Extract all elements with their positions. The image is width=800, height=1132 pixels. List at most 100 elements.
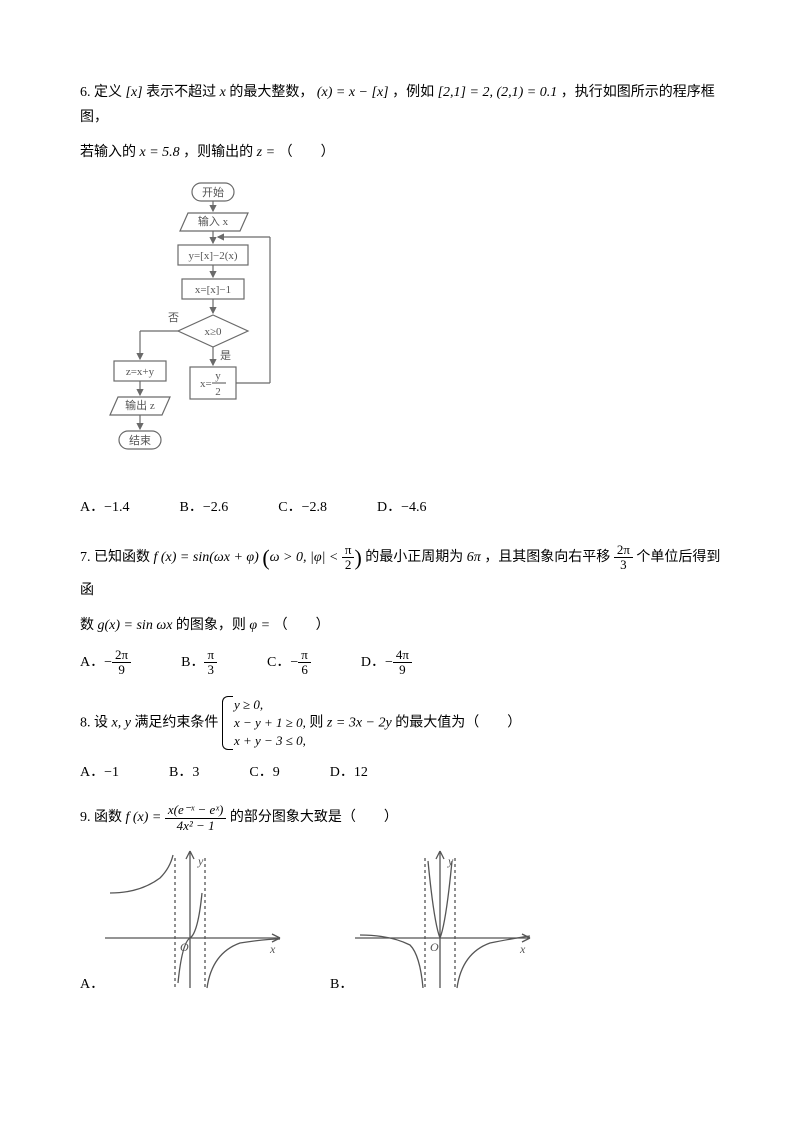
q7-pihalf: π2: [342, 543, 355, 573]
q7-line2: 数 g(x) = sin ωx 的图象，则 φ = （ ）: [80, 613, 725, 638]
flow-s4-top: y: [215, 370, 221, 382]
q6-in: x = 5.8: [140, 145, 180, 160]
q7-bn: π: [204, 648, 217, 663]
question-9: 9. 函数 f (x) = x(e⁻ˣ − eˣ) 4x² − 1 的部分图象大…: [80, 803, 725, 1002]
q6-l2a: 若输入的: [80, 145, 136, 160]
q8-td: 的最大值为（ ）: [395, 715, 521, 730]
q6-x: x: [220, 85, 226, 100]
q7-tb: 的最小正周期为: [365, 550, 463, 565]
q7-opt-c: C．−π6: [267, 648, 311, 678]
question-6: 6. 定义 [x] 表示不超过 x 的最大整数， (x) = x − [x] ，…: [80, 80, 725, 520]
q8-ta: 设: [94, 715, 108, 730]
q8-c1: y ≥ 0,: [234, 696, 306, 714]
flow-end: 结束: [129, 434, 151, 447]
q8-system: y ≥ 0, x − y + 1 ≥ 0, x + y − 3 ≤ 0,: [222, 696, 306, 751]
q6-tc: 的最大整数，: [229, 85, 313, 100]
q7-bl: B．: [181, 655, 204, 670]
q7-lp: (: [262, 545, 269, 570]
q6-tb: 表示不超过: [146, 85, 216, 100]
q7-cm: ω > 0, |φ| <: [270, 550, 339, 565]
q7-opt-b: B．π3: [181, 648, 217, 678]
graph-b: B． y x O: [350, 843, 540, 1002]
q7-cneg: −: [290, 655, 298, 670]
q8-z: z = 3x − 2y: [327, 715, 392, 730]
origin-a: O: [180, 940, 189, 954]
q7-options: A．−2π9 B．π3 C．−π6 D．−4π9: [80, 648, 725, 678]
q7-opt-d: D．−4π9: [361, 648, 412, 678]
q8-num: 8.: [80, 715, 91, 730]
q9-tb: 的部分图象大致是（ ）: [230, 810, 398, 825]
q7-cd: 6: [298, 663, 311, 677]
q7-num: 7.: [80, 550, 91, 565]
q9-numr: x(e⁻ˣ − eˣ): [165, 803, 226, 818]
q6-opt-b: B．−2.6: [180, 495, 229, 520]
q9-lb: B．: [330, 972, 353, 997]
q7-2: 2: [342, 558, 355, 572]
q9-graphs: A． y x O: [100, 843, 725, 1002]
q7-l2b: 的图象，则: [176, 618, 246, 633]
q9-line: 9. 函数 f (x) = x(e⁻ˣ − eˣ) 4x² − 1 的部分图象大…: [80, 803, 725, 833]
q7-l2a: 数: [80, 618, 94, 633]
q7-sd: 3: [614, 558, 633, 572]
q8-vars: x, y: [112, 715, 131, 730]
q6-options: A．−1.4 B．−2.6 C．−2.8 D．−4.6: [80, 495, 725, 520]
q8-tc: 则: [309, 715, 323, 730]
q6-l2b: ，则输出的: [183, 145, 253, 160]
axis-y-a: y: [197, 854, 204, 868]
q7-shift: 2π3: [614, 543, 633, 573]
q6-ta: 定义: [94, 85, 122, 100]
q7-bd: 3: [204, 663, 217, 677]
q7-fx: f (x) = sin(ωx + φ): [154, 550, 259, 565]
graph-a: A． y x O: [100, 843, 290, 1002]
q7-period: 6π: [467, 550, 481, 565]
origin-b: O: [430, 940, 439, 954]
q7-dneg: −: [385, 655, 393, 670]
flow-start: 开始: [202, 185, 224, 199]
q7-gx: g(x) = sin ωx: [98, 618, 173, 633]
q7-cl: C．: [267, 655, 290, 670]
flow-no: 否: [168, 312, 179, 324]
flow-s1: y=[x]−2(x): [188, 250, 237, 262]
q8-options: A．−1 B．3 C．9 D．12: [80, 760, 725, 785]
q6-line2: 若输入的 x = 5.8 ，则输出的 z = （ ）: [80, 140, 725, 165]
q6-line1: 6. 定义 [x] 表示不超过 x 的最大整数， (x) = x − [x] ，…: [80, 80, 725, 130]
q6-opt-a: A．−1.4: [80, 495, 130, 520]
q7-an: 2π: [112, 648, 131, 663]
q8-opt-a: A．−1: [80, 760, 119, 785]
q6-td: ，例如: [392, 85, 434, 100]
q7-ta: 已知函数: [94, 550, 150, 565]
q9-ta: 函数: [94, 810, 122, 825]
q7-tc: ，且其图象向右平移: [484, 550, 610, 565]
axis-x-a: x: [269, 942, 276, 956]
q7-sn: 2π: [614, 543, 633, 558]
q7-line1: 7. 已知函数 f (x) = sin(ωx + φ) (ω > 0, |φ| …: [80, 538, 725, 603]
question-7: 7. 已知函数 f (x) = sin(ωx + φ) (ω > 0, |φ| …: [80, 538, 725, 678]
q6-opt-d: D．−4.6: [377, 495, 427, 520]
flow-s4-pre: x=: [200, 378, 212, 390]
q9-la: A．: [80, 972, 104, 997]
q7-rp: ): [354, 545, 361, 570]
flow-cond: x≥0: [204, 326, 222, 338]
q7-dl: D．: [361, 655, 385, 670]
q8-tb: 满足约束条件: [134, 715, 218, 730]
q7-al: A．: [80, 655, 104, 670]
q7-dn: 4π: [393, 648, 412, 663]
q6-out: z =: [257, 145, 275, 160]
q7-cn: π: [298, 648, 311, 663]
q8-c3: x + y − 3 ≤ 0,: [234, 732, 306, 750]
q8-line: 8. 设 x, y 满足约束条件 y ≥ 0, x − y + 1 ≥ 0, x…: [80, 696, 725, 751]
q6-num: 6.: [80, 85, 91, 100]
axis-y-b: y: [447, 854, 454, 868]
q8-c2: x − y + 1 ≥ 0,: [234, 714, 306, 732]
flow-input: 输入 x: [198, 214, 229, 228]
q7-phi: φ =: [249, 618, 270, 633]
flow-s4-bot: 2: [215, 386, 221, 398]
q6-e3: [2,1] = 2, (2,1) = 0.1: [438, 85, 558, 100]
q6-e1: [x]: [126, 85, 143, 100]
q6-e2: (x) = x − [x]: [317, 85, 389, 100]
q7-ad: 9: [112, 663, 131, 677]
flow-out: 输出 z: [125, 398, 155, 412]
flow-yes: 是: [220, 349, 231, 362]
q7-opt-a: A．−2π9: [80, 648, 131, 678]
q7-paren: （ ）: [274, 618, 330, 633]
